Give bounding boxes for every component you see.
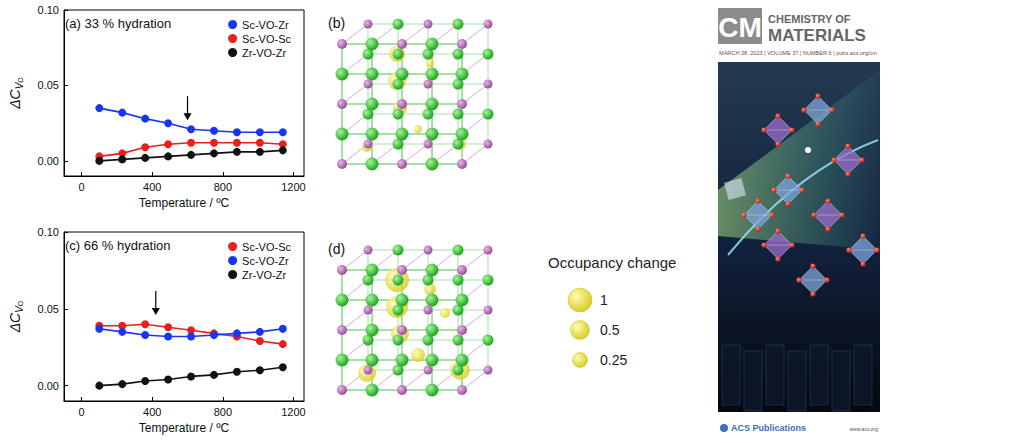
svg-text:(c) 66 % hydration: (c) 66 % hydration: [65, 238, 171, 253]
svg-text:(b): (b): [328, 15, 345, 31]
svg-text:ΔC: ΔC: [7, 88, 23, 109]
svg-text:Temperature / ºC: Temperature / ºC: [139, 421, 230, 435]
svg-text:1200: 1200: [281, 181, 305, 193]
svg-text:0: 0: [79, 406, 85, 418]
svg-text:O: O: [17, 77, 24, 83]
svg-text:Occupancy change: Occupancy change: [548, 254, 676, 271]
svg-text:V: V: [13, 82, 25, 90]
svg-text:ACS Publications: ACS Publications: [731, 423, 806, 433]
svg-text:0.05: 0.05: [38, 79, 59, 91]
svg-text:(d): (d): [328, 241, 345, 257]
svg-text:(a) 33 % hydration: (a) 33 % hydration: [65, 16, 171, 31]
svg-text:Zr-VO-Zr: Zr-VO-Zr: [242, 269, 286, 281]
svg-text:Sc-VO-Sc: Sc-VO-Sc: [242, 241, 291, 253]
svg-text:0.5: 0.5: [600, 322, 620, 338]
svg-text:CHEMISTRY OF: CHEMISTRY OF: [768, 13, 851, 25]
svg-text:O: O: [17, 300, 24, 306]
svg-text:MARCH 28, 2023 | VOLUME 37 | N: MARCH 28, 2023 | VOLUME 37 | NUMBER 6 | …: [719, 50, 877, 56]
svg-text:800: 800: [214, 406, 232, 418]
svg-text:Sc-VO-Zr: Sc-VO-Zr: [242, 255, 289, 267]
svg-text:Temperature / ºC: Temperature / ºC: [139, 196, 230, 210]
svg-text:V: V: [13, 306, 25, 313]
svg-text:800: 800: [214, 181, 232, 193]
svg-text:MATERIALS: MATERIALS: [768, 26, 866, 45]
svg-text:Sc-VO-Sc: Sc-VO-Sc: [242, 33, 291, 45]
svg-text:1200: 1200: [281, 406, 305, 418]
svg-text:0.00: 0.00: [38, 155, 59, 167]
svg-text:0.25: 0.25: [600, 352, 627, 368]
svg-text:ΔC: ΔC: [7, 312, 23, 333]
svg-text:Sc-VO-Zr: Sc-VO-Zr: [242, 19, 289, 31]
svg-text:400: 400: [143, 181, 161, 193]
svg-text:0.05: 0.05: [38, 303, 59, 315]
svg-text:Zr-VO-Zr: Zr-VO-Zr: [242, 47, 286, 59]
svg-text:0.10: 0.10: [38, 4, 59, 16]
svg-text:www.acs.org: www.acs.org: [850, 426, 879, 432]
svg-text:1: 1: [600, 292, 608, 308]
svg-text:CM: CM: [718, 12, 762, 43]
svg-text:0.10: 0.10: [38, 226, 59, 238]
svg-text:400: 400: [143, 406, 161, 418]
svg-text:0: 0: [79, 181, 85, 193]
svg-text:0.00: 0.00: [38, 380, 59, 392]
